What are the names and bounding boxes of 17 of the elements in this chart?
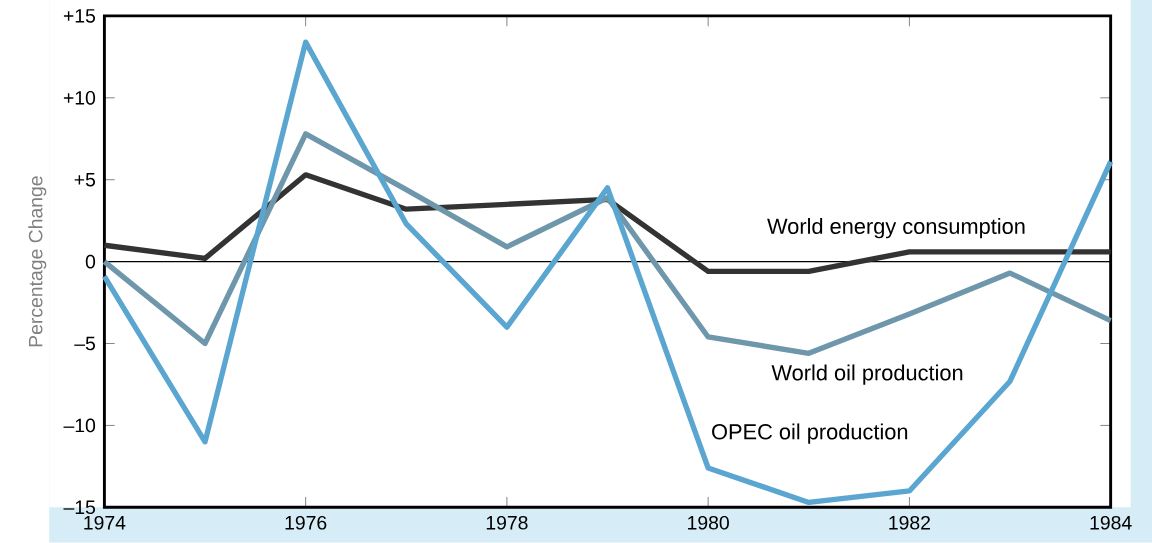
y-tick-label: –10 xyxy=(63,418,96,433)
series-label: OPEC oil production xyxy=(712,423,908,444)
x-tick-label: 1974 xyxy=(84,516,126,530)
y-tick-label: –15 xyxy=(63,500,96,515)
y-tick-label: +5 xyxy=(74,173,96,187)
x-tick-label: 1982 xyxy=(889,516,930,530)
y-tick-label: –5 xyxy=(74,336,96,351)
series-label: World oil production xyxy=(771,364,963,385)
y-tick-label: +10 xyxy=(63,91,96,105)
x-tick-label: 1984 xyxy=(1090,516,1132,530)
y-axis-title: Percentage Change xyxy=(28,176,47,347)
y-tick-label: 0 xyxy=(85,254,96,269)
series-label: World energy consumption xyxy=(767,218,1025,239)
x-tick-label: 1980 xyxy=(688,516,729,530)
y-tick-label: +15 xyxy=(63,9,96,23)
x-tick-label: 1978 xyxy=(486,516,528,530)
x-tick-label: 1976 xyxy=(285,516,327,530)
